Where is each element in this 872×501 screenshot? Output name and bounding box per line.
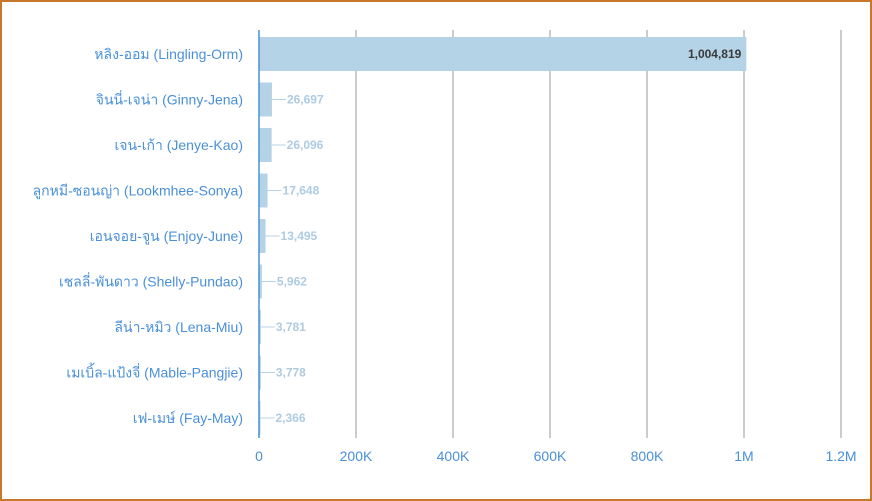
x-tick-label: 0 [255, 448, 263, 464]
bar [259, 37, 747, 71]
data-label: 3,778 [276, 366, 306, 380]
bar [259, 219, 266, 253]
bar [259, 355, 261, 390]
data-label: 5,962 [277, 275, 307, 289]
data-label: 2,366 [276, 411, 306, 425]
x-tick-label: 400K [437, 448, 470, 464]
category-label: เมเบิ้ล-แป้งจี่ (Mable-Pangjie) [66, 363, 243, 381]
x-tick-label: 800K [631, 448, 664, 464]
x-tick-label: 600K [534, 448, 567, 464]
category-label: เอนจอย-จูน (Enjoy-June) [90, 228, 243, 245]
category-label: เฟ-เมษ์ (Fay-May) [133, 410, 243, 426]
category-label: เจน-เก้า (Jenye-Kao) [115, 137, 244, 153]
category-label: เชลลี่-พันดาว (Shelly-Pundao) [59, 273, 243, 290]
data-label: 1,004,819 [688, 47, 742, 61]
category-label: ลูกหมี-ซอนญ่า (Lookmhee-Sonya) [33, 183, 243, 200]
bar [259, 310, 261, 344]
x-tick-label: 200K [340, 448, 373, 464]
x-tick-label: 1.2M [825, 448, 856, 464]
category-label: หลิง-ออม (Lingling-Orm) [94, 46, 243, 62]
data-label: 3,781 [276, 320, 306, 334]
data-label: 26,096 [287, 138, 324, 152]
data-label: 13,495 [281, 229, 318, 243]
bar [259, 82, 272, 117]
category-label: จินนี่-เจน่า (Ginny-Jena) [96, 91, 243, 108]
data-label: 17,648 [283, 184, 320, 198]
x-tick-label: 1M [734, 448, 753, 464]
data-label: 26,697 [287, 93, 324, 107]
category-label: ลีน่า-หมิว (Lena-Miu) [114, 319, 243, 335]
bar [259, 173, 268, 208]
bar [259, 128, 272, 162]
bar [259, 264, 262, 299]
